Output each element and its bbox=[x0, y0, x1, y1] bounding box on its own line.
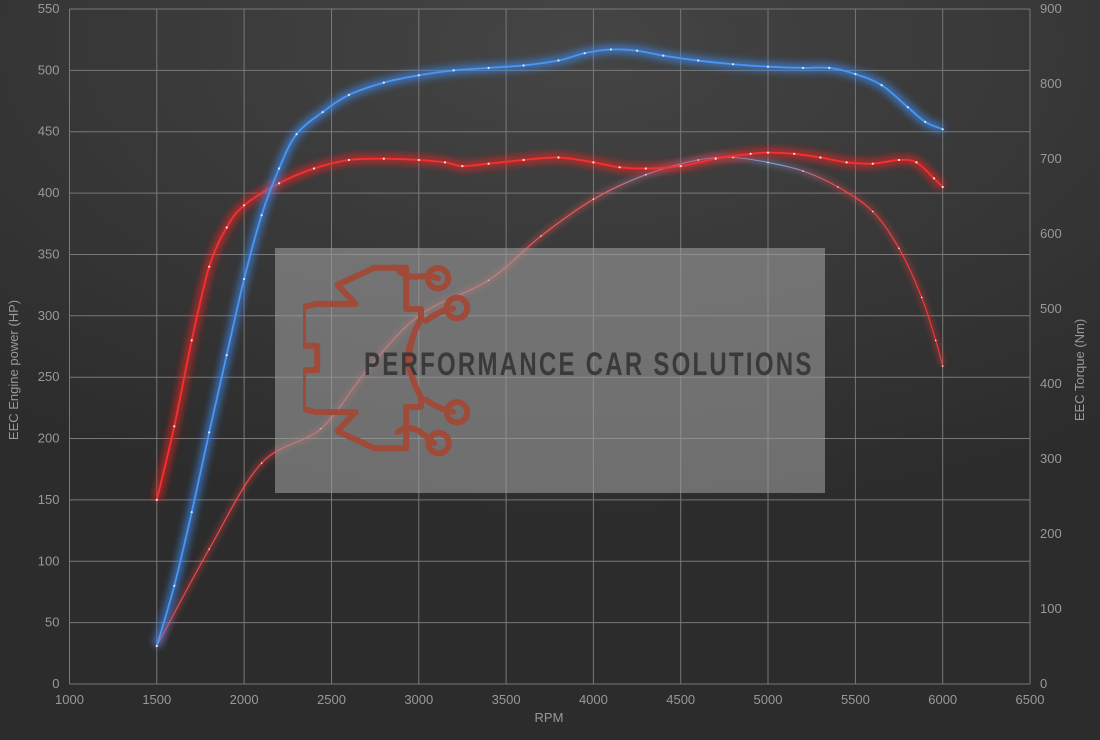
svg-text:300: 300 bbox=[1040, 451, 1062, 466]
svg-text:900: 900 bbox=[1040, 1, 1062, 16]
svg-text:450: 450 bbox=[38, 124, 60, 139]
svg-text:700: 700 bbox=[1040, 151, 1062, 166]
svg-text:2000: 2000 bbox=[230, 692, 259, 707]
svg-text:1000: 1000 bbox=[55, 692, 84, 707]
svg-text:200: 200 bbox=[38, 431, 60, 446]
svg-text:100: 100 bbox=[38, 553, 60, 568]
svg-text:6500: 6500 bbox=[1016, 692, 1045, 707]
svg-text:2500: 2500 bbox=[317, 692, 346, 707]
svg-text:1500: 1500 bbox=[142, 692, 171, 707]
svg-text:0: 0 bbox=[52, 676, 59, 691]
svg-text:550: 550 bbox=[38, 1, 60, 16]
svg-text:600: 600 bbox=[1040, 226, 1062, 241]
svg-text:4500: 4500 bbox=[666, 692, 695, 707]
svg-text:400: 400 bbox=[38, 185, 60, 200]
svg-text:EEC Engine power (HP): EEC Engine power (HP) bbox=[6, 300, 21, 440]
svg-text:5500: 5500 bbox=[841, 692, 870, 707]
svg-text:250: 250 bbox=[38, 369, 60, 384]
svg-text:300: 300 bbox=[38, 308, 60, 323]
svg-text:50: 50 bbox=[45, 615, 59, 630]
svg-text:500: 500 bbox=[1040, 301, 1062, 316]
svg-text:400: 400 bbox=[1040, 376, 1062, 391]
svg-text:3000: 3000 bbox=[404, 692, 433, 707]
svg-text:0: 0 bbox=[1040, 676, 1047, 691]
svg-text:RPM: RPM bbox=[535, 710, 564, 725]
svg-text:500: 500 bbox=[38, 62, 60, 77]
svg-text:350: 350 bbox=[38, 247, 60, 262]
svg-text:4000: 4000 bbox=[579, 692, 608, 707]
svg-text:EEC Torque (Nm): EEC Torque (Nm) bbox=[1072, 319, 1087, 421]
svg-text:5000: 5000 bbox=[754, 692, 783, 707]
svg-text:200: 200 bbox=[1040, 526, 1062, 541]
svg-text:100: 100 bbox=[1040, 601, 1062, 616]
svg-text:150: 150 bbox=[38, 492, 60, 507]
svg-text:6000: 6000 bbox=[928, 692, 957, 707]
svg-text:3500: 3500 bbox=[492, 692, 521, 707]
svg-text:800: 800 bbox=[1040, 76, 1062, 91]
